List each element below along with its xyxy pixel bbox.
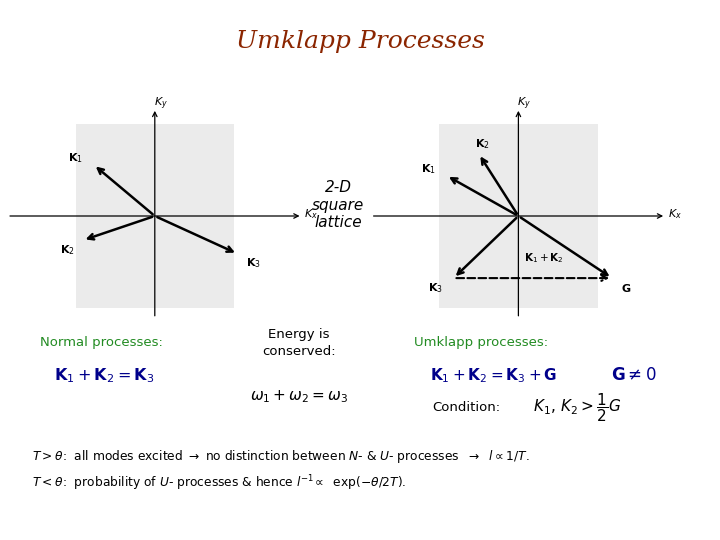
Text: $K_1,\, K_2 > \dfrac{1}{2}G$: $K_1,\, K_2 > \dfrac{1}{2}G$ [533,392,621,424]
Text: $\omega_1 + \omega_2 = \omega_3$: $\omega_1 + \omega_2 = \omega_3$ [250,389,348,405]
Text: $\mathbf{G}$: $\mathbf{G}$ [621,282,631,294]
Text: $T < \theta$:  probability of $U$- processes & hence $l^{-1}\!\propto$  exp($-\t: $T < \theta$: probability of $U$- proces… [32,474,407,493]
Bar [439,124,598,308]
Text: $\mathbf{K}_3$: $\mathbf{K}_3$ [246,256,261,271]
Text: $\mathbf{K}_1 + \mathbf{K}_2 = \mathbf{K}_3$: $\mathbf{K}_1 + \mathbf{K}_2 = \mathbf{K… [54,366,155,384]
Text: $K_x$: $K_x$ [304,207,318,221]
Text: Umklapp Processes: Umklapp Processes [235,30,485,53]
Text: Condition:: Condition: [432,401,500,414]
Text: $\mathbf{K}_1 + \mathbf{K}_2$: $\mathbf{K}_1 + \mathbf{K}_2$ [523,251,564,265]
Text: $\mathbf{K}_1 + \mathbf{K}_2 = \mathbf{K}_3 + \mathbf{G}$: $\mathbf{K}_1 + \mathbf{K}_2 = \mathbf{K… [430,366,557,384]
Text: Normal processes:: Normal processes: [40,336,163,349]
Text: 2-D
square
lattice: 2-D square lattice [312,180,364,230]
Text: $\mathbf{K}_2$: $\mathbf{K}_2$ [60,243,74,257]
Text: $\mathbf{K}_1$: $\mathbf{K}_1$ [421,162,436,176]
Text: $\mathbf{G} \neq 0$: $\mathbf{G} \neq 0$ [611,366,657,384]
Text: $\mathbf{K}_3$: $\mathbf{K}_3$ [428,281,443,295]
Text: $K_x$: $K_x$ [667,207,682,221]
Text: $\mathbf{K}_1$: $\mathbf{K}_1$ [68,151,83,165]
Text: Umklapp processes:: Umklapp processes: [414,336,548,349]
Bar [76,124,234,308]
Text: $K_y$: $K_y$ [153,96,168,112]
Text: Energy is
conserved:: Energy is conserved: [262,328,336,358]
Text: $T > \theta$:  all modes excited $\rightarrow$ no distinction between $N$- & $U$: $T > \theta$: all modes excited $\righta… [32,448,530,465]
Text: $K_y$: $K_y$ [517,96,531,112]
Text: $\mathbf{K}_2$: $\mathbf{K}_2$ [475,137,490,151]
